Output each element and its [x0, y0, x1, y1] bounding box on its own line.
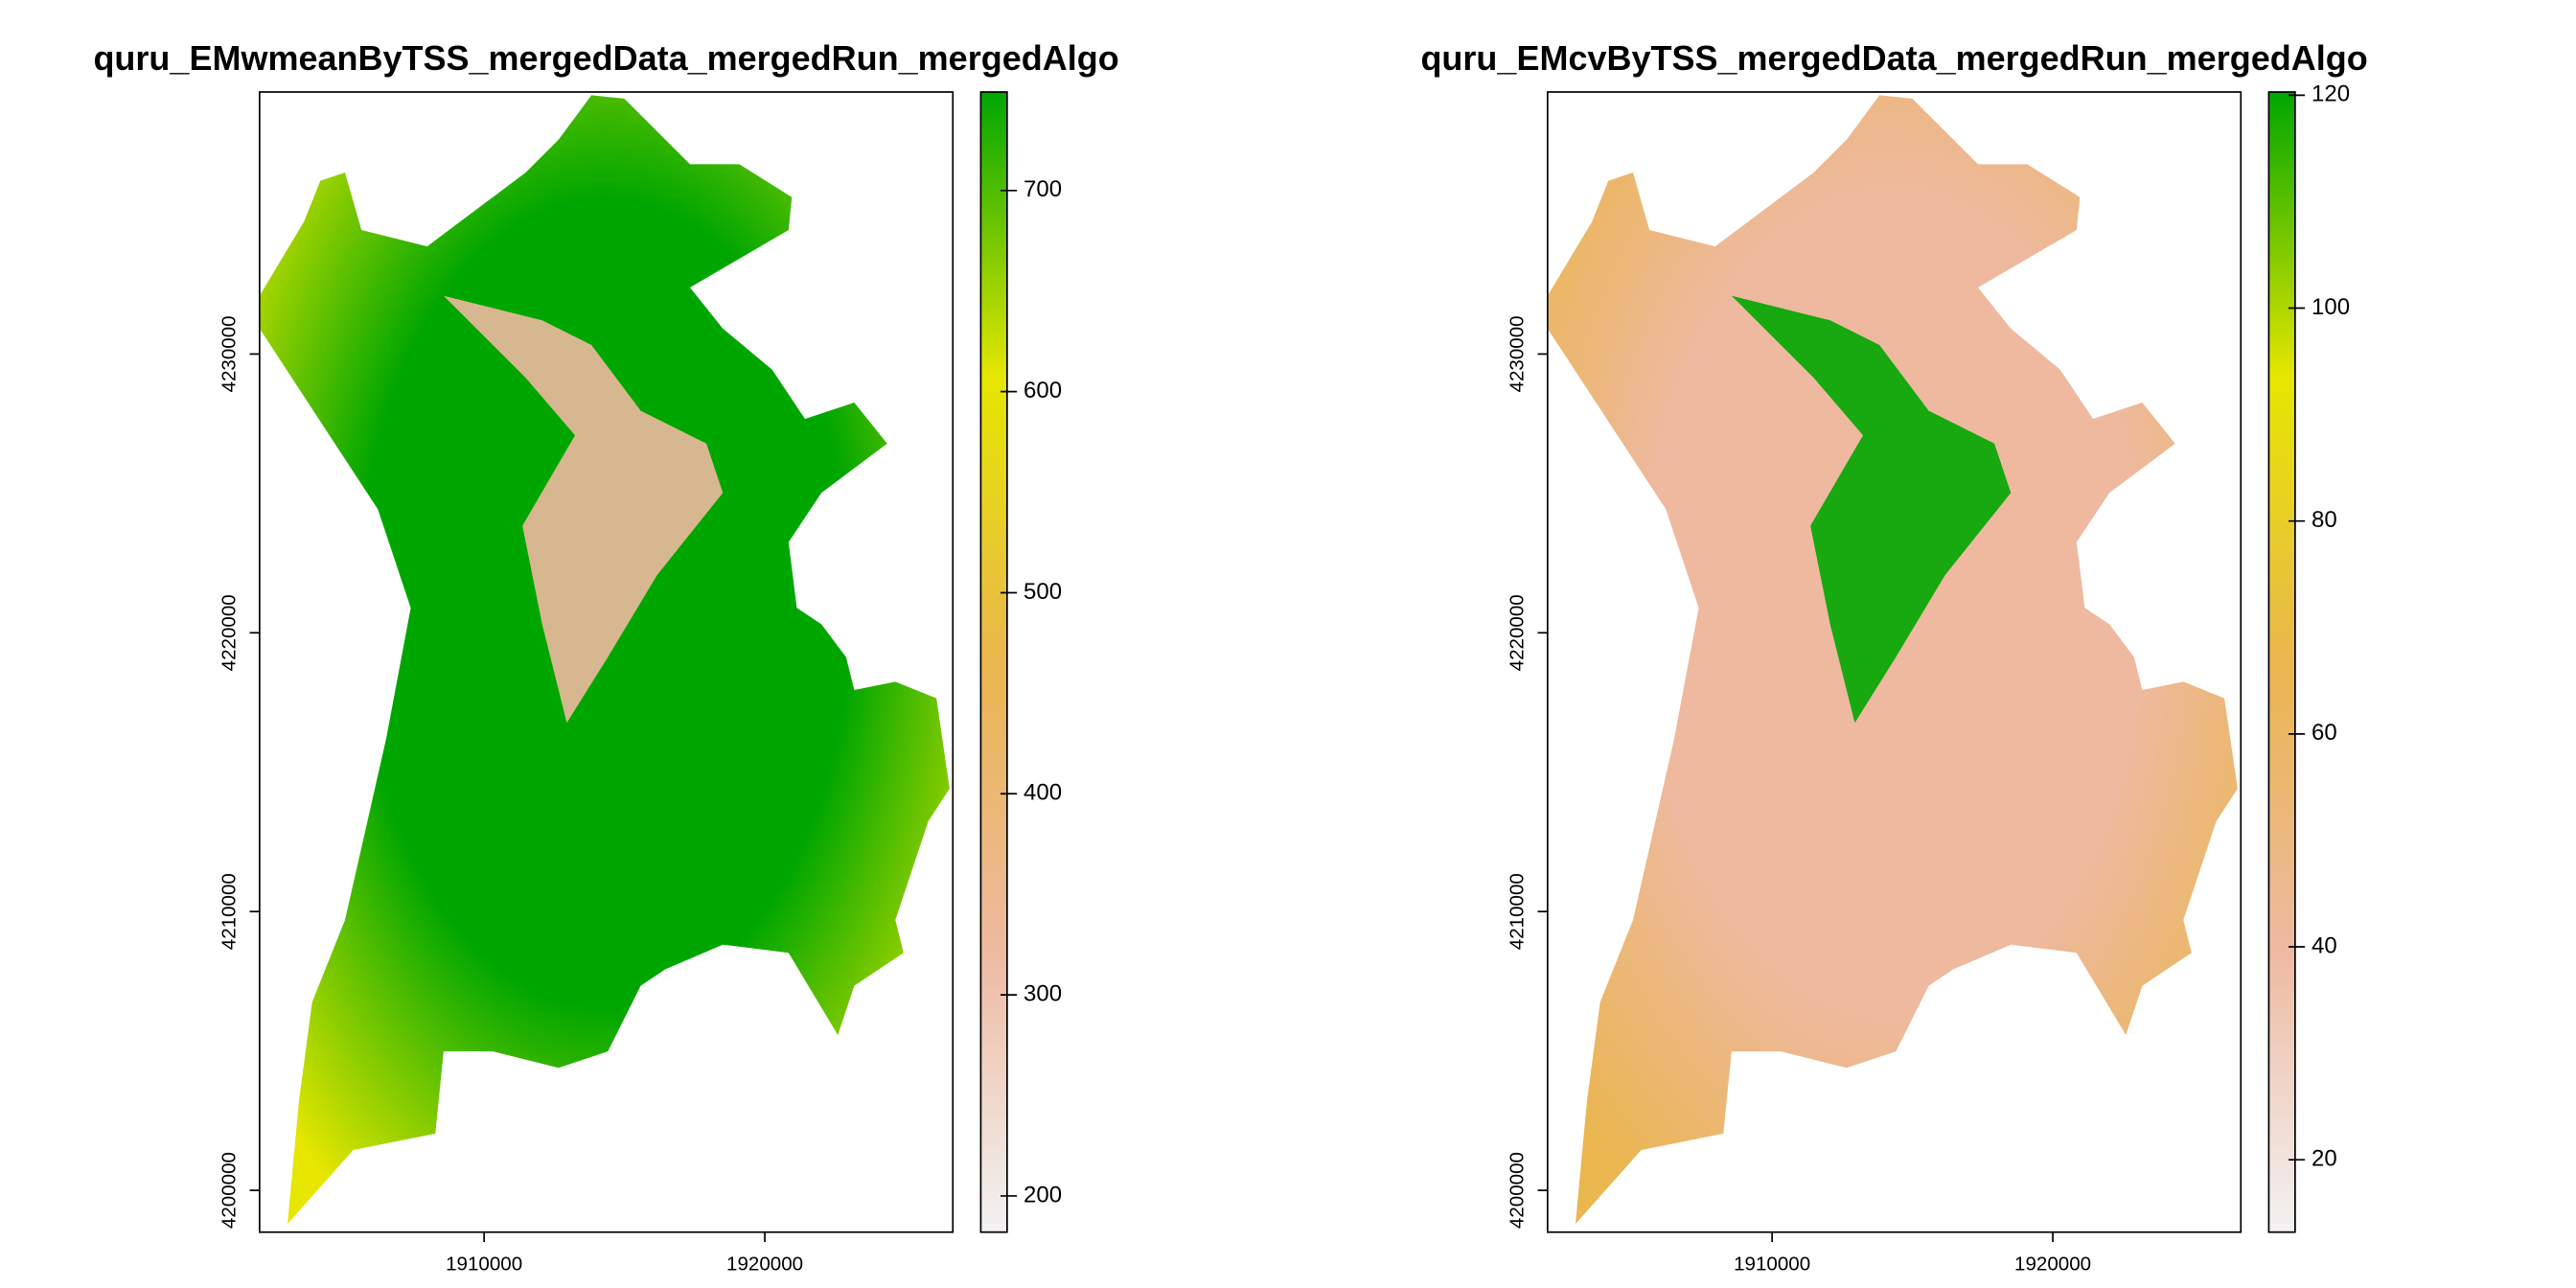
x-tick-label: 1910000 [1734, 1253, 1810, 1275]
panel: quru_EMcvByTSS_mergedData_mergedRun_merg… [1420, 38, 2367, 1275]
colorbar-tick-label: 200 [1024, 1182, 1062, 1208]
colorbar-tick-label: 120 [2312, 81, 2350, 107]
colorbar-tick-label: 600 [1024, 378, 1062, 403]
colorbar-tick-label: 20 [2312, 1146, 2337, 1172]
y-tick-label: 4230000 [1506, 315, 1528, 392]
y-tick-label: 4210000 [1506, 873, 1528, 950]
chart-title: quru_EMwmeanByTSS_mergedData_mergedRun_m… [93, 38, 1118, 78]
y-tick-label: 4220000 [1506, 594, 1528, 671]
colorbar-tick-label: 700 [1024, 176, 1062, 202]
raster-area [443, 295, 724, 724]
x-tick-label: 1910000 [446, 1253, 522, 1275]
y-tick-label: 4220000 [218, 594, 240, 671]
plot-frame [259, 91, 954, 1233]
plot-frame [1547, 91, 2242, 1233]
colorbar [979, 91, 1008, 1233]
colorbar-tick-label: 40 [2312, 932, 2337, 958]
y-tick-label: 4200000 [1506, 1152, 1528, 1229]
y-tick-label: 4200000 [218, 1152, 240, 1229]
colorbar-tick-label: 300 [1024, 980, 1062, 1006]
x-tick-label: 1920000 [2014, 1253, 2091, 1275]
y-tick-label: 4210000 [218, 873, 240, 950]
y-tick-label: 4230000 [218, 315, 240, 392]
colorbar-tick-label: 100 [2312, 294, 2350, 320]
colorbar-tick-label: 400 [1024, 780, 1062, 806]
colorbar-tick-label: 500 [1024, 579, 1062, 605]
panel: quru_EMwmeanByTSS_mergedData_mergedRun_m… [93, 38, 1118, 1275]
raster-area [1731, 295, 2012, 724]
chart-title: quru_EMcvByTSS_mergedData_mergedRun_merg… [1420, 38, 2367, 78]
colorbar-tick-label: 80 [2312, 507, 2337, 533]
colorbar-tick-label: 60 [2312, 720, 2337, 746]
x-tick-label: 1920000 [726, 1253, 803, 1275]
colorbar [2267, 91, 2296, 1233]
